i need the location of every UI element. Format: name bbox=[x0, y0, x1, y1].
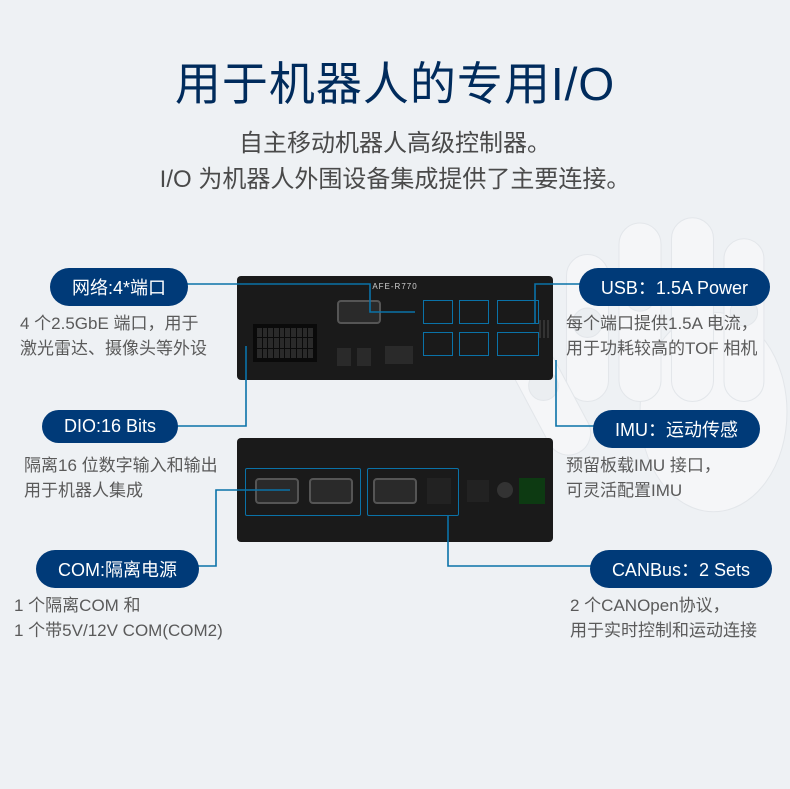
caption-usb: 每个端口提供1.5A 电流，用于功耗较高的TOF 相机 bbox=[566, 312, 758, 361]
pill-network: 网络:4*端口 bbox=[50, 268, 188, 306]
subtitle-line2: I/O 为机器人外围设备集成提供了主要连接。 bbox=[0, 162, 790, 198]
caption-dio: 隔离16 位数字输入和输出用于机器人集成 bbox=[24, 454, 218, 503]
caption-imu: 预留板载IMU 接口，可灵活配置IMU bbox=[566, 454, 721, 503]
device-rear bbox=[237, 438, 553, 542]
device-front: AFE-R770 bbox=[237, 276, 553, 380]
subtitle-line1: 自主移动机器人高级控制器。 bbox=[0, 126, 790, 162]
page-subtitle: 自主移动机器人高级控制器。 I/O 为机器人外围设备集成提供了主要连接。 bbox=[0, 126, 790, 198]
caption-canbus: 2 个CANOpen协议，用于实时控制和运动连接 bbox=[570, 594, 757, 643]
caption-network: 4 个2.5GbE 端口，用于激光雷达、摄像头等外设 bbox=[20, 312, 207, 361]
pill-canbus: CANBus：2 Sets bbox=[590, 550, 772, 588]
page-title: 用于机器人的专用I/O bbox=[0, 0, 790, 114]
device-model-label: AFE-R770 bbox=[372, 282, 417, 291]
feature-diagram: AFE-R770 bbox=[0, 268, 790, 748]
pill-com: COM:隔离电源 bbox=[36, 550, 199, 588]
pill-usb: USB：1.5A Power bbox=[579, 268, 770, 306]
pill-dio: DIO:16 Bits bbox=[42, 410, 178, 443]
caption-com: 1 个隔离COM 和1 个带5V/12V COM(COM2) bbox=[14, 594, 223, 643]
pill-imu: IMU：运动传感 bbox=[593, 410, 760, 448]
